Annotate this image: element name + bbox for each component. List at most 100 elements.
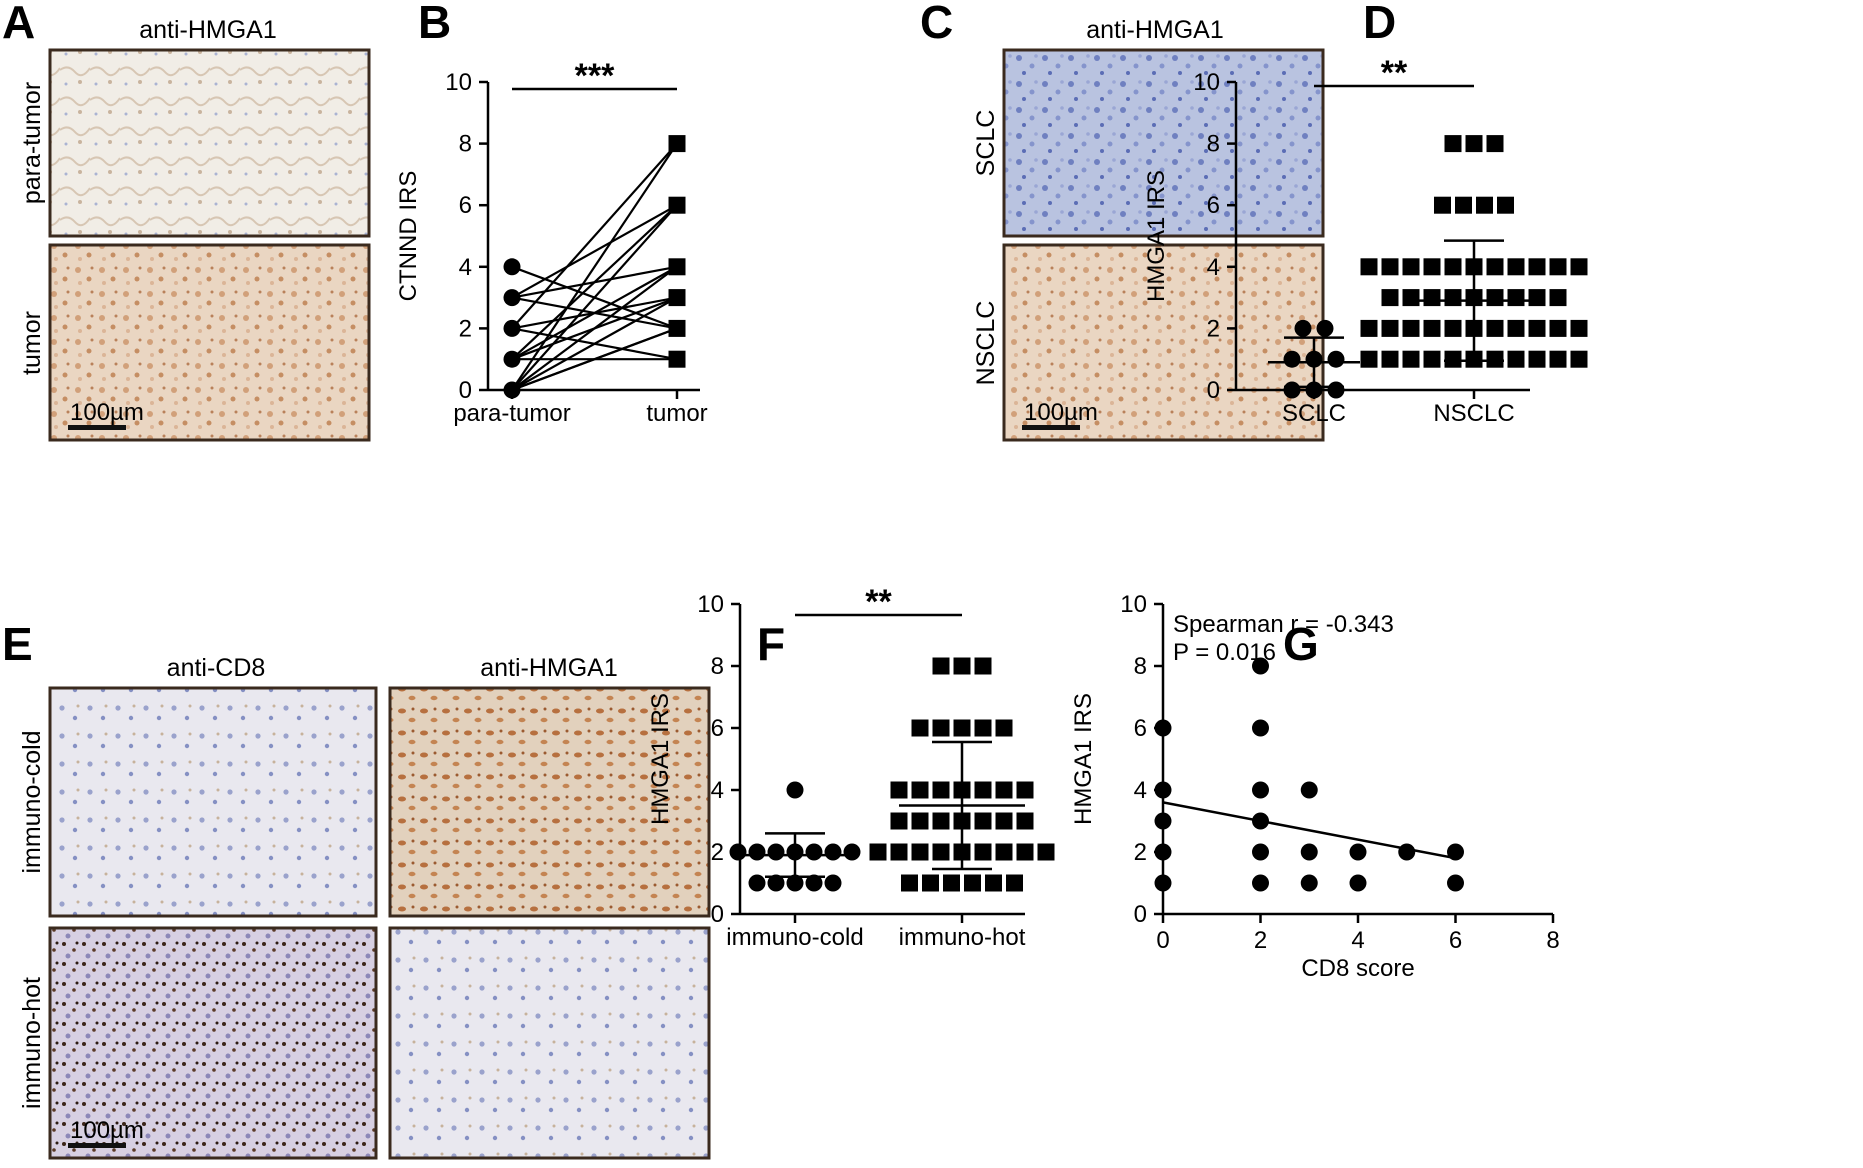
- b-pair-line: [511, 204, 678, 361]
- b-data-point: [503, 289, 521, 307]
- micrograph-e-cold-cd8: [48, 686, 378, 918]
- panel-label-b: B: [418, 0, 451, 48]
- d-data-point: [1444, 289, 1462, 307]
- f-data-point: [748, 874, 766, 892]
- b-y-tick-label: 6: [459, 192, 472, 219]
- f-data-point: [995, 781, 1013, 799]
- f-data-point: [805, 843, 823, 861]
- d-data-point: [1423, 350, 1441, 368]
- d-data-point: [1507, 350, 1525, 368]
- d-x-tick-label: NSCLC: [1433, 400, 1514, 427]
- f-data-point: [901, 874, 918, 892]
- f-data-point: [1016, 812, 1034, 830]
- f-data-point: [932, 812, 950, 830]
- d-y-tick-label: 10: [1193, 69, 1220, 96]
- g-regression-line: [1162, 801, 1456, 860]
- row-label-tumor: tumor: [18, 311, 46, 375]
- d-data-point: [1283, 381, 1301, 399]
- g-data-point: [1349, 874, 1367, 892]
- d-data-point: [1381, 258, 1399, 276]
- d-data-point: [1528, 258, 1546, 276]
- b-x-tick-label: tumor: [646, 400, 707, 427]
- d-data-point: [1423, 319, 1441, 337]
- d-data-point: [1549, 319, 1567, 337]
- g-x-tick-label: 6: [1449, 927, 1462, 954]
- d-data-point: [1507, 258, 1525, 276]
- f-data-point: [890, 812, 908, 830]
- f-y-axis-label: HMGA1 IRS: [647, 693, 674, 825]
- g-y-tick-label: 6: [1134, 715, 1147, 742]
- b-data-point: [668, 135, 686, 153]
- d-data-point: [1570, 350, 1588, 368]
- b-pair-line: [511, 265, 678, 361]
- b-y-tick-label: 2: [459, 315, 472, 342]
- b-data-point: [668, 258, 686, 276]
- b-y-tick-label: 8: [459, 131, 472, 158]
- d-data-point: [1402, 258, 1420, 276]
- f-data-point: [922, 874, 939, 892]
- b-y-axis-label: CTNND IRS: [395, 171, 422, 302]
- d-data-point: [1327, 350, 1345, 368]
- d-data-point: [1327, 381, 1345, 399]
- g-data-point: [1154, 812, 1172, 830]
- d-data-point: [1316, 319, 1334, 337]
- g-data-point: [1349, 843, 1367, 861]
- row-label-immuno-cold: immuno-cold: [18, 730, 46, 873]
- d-data-point: [1360, 350, 1378, 368]
- d-data-point: [1381, 289, 1399, 307]
- d-data-point: [1507, 289, 1525, 307]
- micrograph-e-cold-hmga1: [388, 686, 711, 918]
- f-y-tick-label: 10: [697, 591, 724, 618]
- d-y-tick-label: 8: [1207, 131, 1220, 158]
- f-y-tick-label: 0: [711, 901, 724, 928]
- g-data-point: [1252, 843, 1269, 861]
- scalebar-e: [68, 1143, 126, 1148]
- d-data-point: [1528, 289, 1546, 307]
- d-data-point: [1549, 350, 1567, 368]
- f-data-point: [843, 843, 861, 861]
- g-y-tick-label: 0: [1134, 901, 1147, 928]
- panel-label-d: D: [1363, 0, 1396, 48]
- d-significance-stars: **: [1381, 54, 1408, 92]
- g-data-point: [1300, 874, 1318, 892]
- d-data-point: [1402, 319, 1420, 337]
- b-data-point: [503, 381, 521, 399]
- panel-label-f: F: [757, 618, 785, 670]
- d-data-point: [1381, 350, 1399, 368]
- f-data-point: [974, 812, 992, 830]
- b-data-point: [668, 319, 686, 337]
- scalebar-c: [1022, 425, 1080, 430]
- g-data-point: [1447, 874, 1464, 892]
- d-data-point: [1486, 350, 1504, 368]
- b-y-tick-label: 0: [459, 377, 472, 404]
- panel-label-g: G: [1283, 618, 1319, 670]
- d-data-point: [1402, 289, 1420, 307]
- b-y-tick-label: 4: [459, 254, 472, 281]
- g-data-point: [1300, 781, 1318, 799]
- g-x-tick-label: 8: [1546, 927, 1559, 954]
- f-data-point: [995, 719, 1013, 737]
- b-significance-stars: ***: [575, 57, 615, 95]
- g-data-point: [1252, 874, 1269, 892]
- f-data-point: [786, 781, 804, 799]
- d-data-point: [1570, 319, 1588, 337]
- charts-layer: 0 2 4 6 8 10 CTNND IRS para-tumor tumor *** 0 2 4 6 8 1…: [395, 54, 1588, 982]
- d-data-point: [1294, 319, 1312, 337]
- f-data-point: [890, 843, 908, 861]
- d-data-point: [1486, 135, 1504, 153]
- micrograph-a-tumor: [48, 243, 371, 442]
- micrograph-e-title-hmga1: anti-HMGA1: [480, 654, 618, 682]
- b-pair-line: [511, 296, 678, 391]
- f-data-point: [911, 781, 929, 799]
- g-y-tick-label: 4: [1134, 777, 1147, 804]
- f-data-point: [911, 719, 929, 737]
- b-pair-line: [511, 204, 678, 299]
- d-data-point: [1423, 258, 1441, 276]
- d-y-tick-label: 0: [1207, 377, 1220, 404]
- f-data-point: [974, 843, 992, 861]
- b-data-point: [503, 258, 521, 276]
- micrograph-e-hot-cd8: [48, 926, 378, 1160]
- f-data-point: [932, 843, 950, 861]
- f-data-point: [932, 657, 950, 675]
- row-label-para-tumor: para-tumor: [18, 82, 46, 204]
